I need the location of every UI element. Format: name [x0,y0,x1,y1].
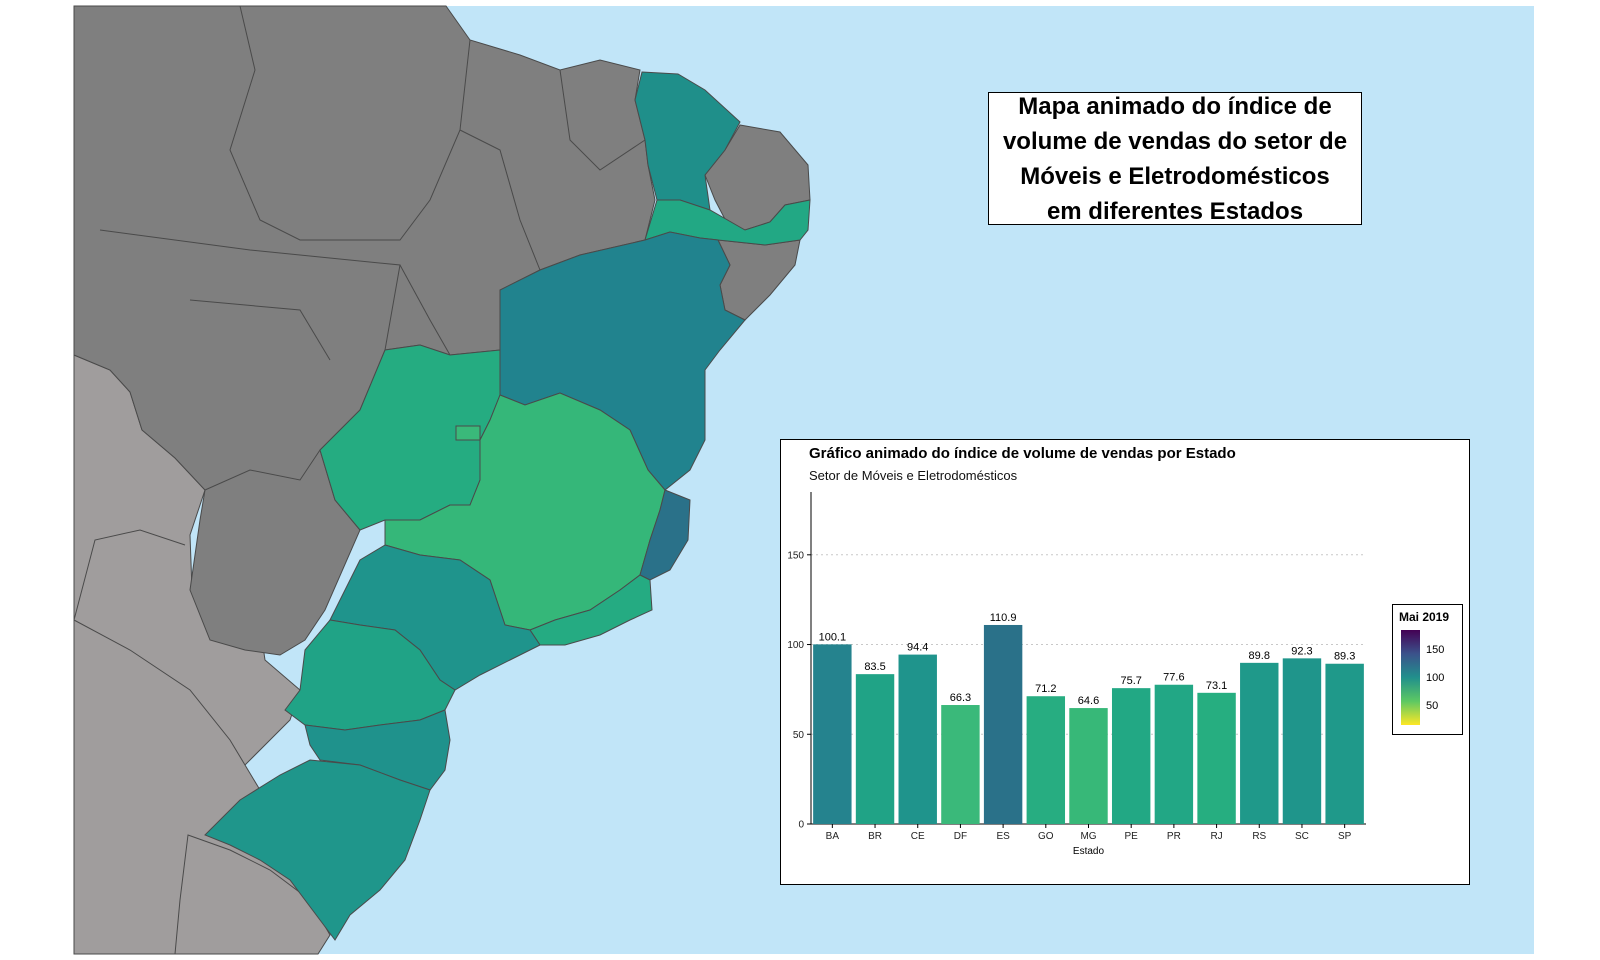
chart-title: Gráfico animado do índice de volume de v… [809,445,1236,462]
bar-ba [813,644,852,824]
legend-tick [1420,678,1424,679]
state-sc [304,709,451,791]
x-tick-label: ES [996,831,1010,842]
bar-pe [1111,688,1151,824]
x-tick-label: RJ [1210,831,1222,842]
state-df [455,425,481,441]
color-legend: Mai 2019 150 100 50 [1392,604,1463,735]
bar-rs [1240,662,1279,824]
x-tick-label: BA [826,831,840,842]
bar-value-label: 100.1 [819,631,847,643]
state-rj [529,574,653,646]
legend-label: 50 [1426,700,1439,712]
x-tick-label: BR [868,831,882,842]
bar-value-label: 110.9 [990,612,1017,624]
x-tick-label: DF [954,831,967,842]
bar-rj [1197,692,1236,824]
x-tick-label: MG [1080,831,1096,842]
bar-value-label: 73.1 [1206,680,1227,692]
legend-color-bar [1401,630,1420,725]
x-tick-label: PE [1125,831,1139,842]
legend-label: 100 [1426,672,1445,684]
bar-value-label: 94.4 [907,642,928,654]
state-sp [329,544,541,691]
legend-label: 150 [1426,644,1445,656]
x-tick-label: RS [1252,831,1266,842]
bar-go [1026,696,1066,824]
legend-tick [1420,650,1424,651]
bar-value-label: 83.5 [864,661,885,673]
bar-mg [1069,708,1108,824]
x-tick-label: SP [1338,831,1352,842]
map-title-line: em diferentes Estados [1046,197,1304,225]
bar-value-label: 64.6 [1078,695,1099,707]
x-tick-label: CE [911,831,925,842]
state-rs [204,759,431,941]
x-tick-label: PR [1167,831,1181,842]
state-north-borders [99,5,646,491]
y-tick-label: 0 [798,820,804,831]
x-tick-label: SC [1295,831,1309,842]
bar-value-label: 71.2 [1035,683,1056,695]
y-tick-label: 150 [787,550,804,561]
y-tick-label: 100 [787,640,804,651]
legend-tick [1420,706,1424,707]
y-tick-label: 50 [793,730,805,741]
bar-sc [1282,658,1322,824]
map-title-line: volume de vendas do setor de [1002,127,1348,155]
neighbor-country-uruguay [174,834,331,955]
bar-br [855,674,895,824]
x-axis-title: Estado [1073,846,1105,857]
neighbor-country-border [73,529,186,621]
bar-pr [1154,684,1194,824]
bar-value-label: 66.3 [950,692,971,704]
bar-es [983,624,1023,824]
bar-chart-panel: 0 50 100 150 100.1 BA 83.5 BR 94.4 CE 66.3 DF 110.9 E… [780,439,1470,885]
chart-subtitle: Setor de Móveis e Eletrodomésticos [809,468,1018,483]
bar-sp [1325,663,1364,824]
bar-value-label: 89.3 [1334,651,1355,663]
map-title-line: Móveis e Eletrodomésticos [1020,162,1330,190]
map-title-box: Mapa animado do índice de volume de vend… [988,92,1362,225]
bar-ce [898,654,937,824]
x-tick-label: GO [1038,831,1054,842]
bar-chart: 0 50 100 150 100.1 BA 83.5 BR 94.4 CE 66.3 DF 110.9 E… [787,492,1366,857]
bar-value-label: 92.3 [1291,645,1312,657]
bar-value-label: 89.8 [1249,650,1270,662]
map-title-line: Mapa animado do índice de [1018,92,1332,120]
bar-value-label: 75.7 [1120,675,1141,687]
legend-title: Mai 2019 [1399,610,1450,624]
bar-value-label: 77.6 [1163,672,1184,684]
state-ba [499,231,746,491]
bar-df [941,705,980,824]
